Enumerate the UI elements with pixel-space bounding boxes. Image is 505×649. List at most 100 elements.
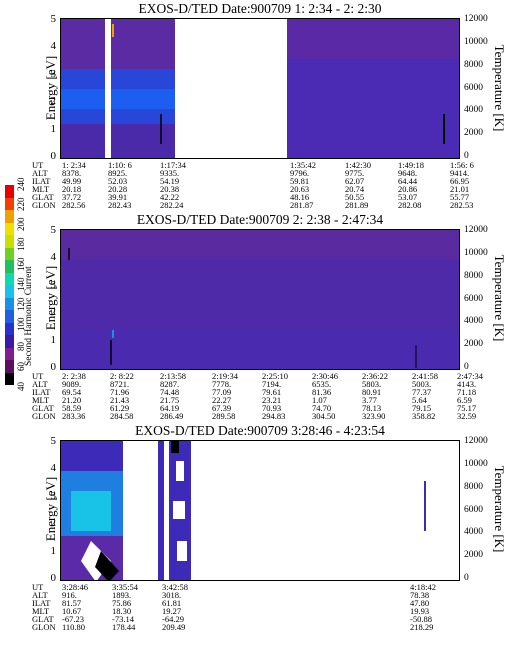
panel-2-title: EXOS-D/TED Date:900709 2: 2:38 - 2:47:34: [136, 212, 384, 227]
panel-3-cell: 81.57: [62, 598, 82, 608]
colorbar-segment: [5, 210, 14, 223]
panel-2-rtick: 2000: [464, 339, 483, 350]
panel-1-row-label: ILAT: [32, 176, 51, 186]
panel-3-rtick: 2000: [464, 550, 483, 561]
panel-3-cell: 19.93: [410, 606, 430, 616]
panel-3-cell: 1893.: [112, 590, 132, 600]
panel-3-rtick: 10000: [464, 458, 488, 469]
colorbar-segment: [5, 260, 14, 273]
panel-1-cell: 20.86: [398, 184, 418, 194]
panel-1-ytick: 2: [50, 95, 57, 108]
panel-1-cell: 281.89: [345, 200, 369, 210]
panel-3-row-label: ILAT: [32, 598, 51, 608]
colorbar-segment: [5, 285, 14, 298]
colorbar-segment: [5, 360, 14, 373]
panel-1-cell: 50.55: [345, 192, 365, 202]
panel-2-cell: 7194.: [262, 379, 282, 389]
panel-3-cell: 3018.: [162, 590, 182, 600]
panel-2-ytick: 3: [50, 278, 57, 291]
panel-2-rtick: 10000: [464, 247, 488, 258]
panel-2-spectrogram: [61, 230, 459, 369]
panel-1-cell: 64.44: [398, 176, 418, 186]
colorbar-tick-label: 240: [16, 177, 26, 192]
panel-3-rtick: 0: [464, 573, 469, 583]
colorbar-tick-label: 200: [16, 217, 26, 232]
panel-3-ylabel: Energy [eV]: [43, 476, 58, 542]
panel-2-cell: 294.83: [262, 411, 286, 421]
panel-2-cell: 21.75: [160, 395, 180, 405]
panel-1-spectrogram: [61, 19, 459, 158]
panel-2-cell: 71.18: [457, 387, 477, 397]
panel-1-cell: 55.77: [450, 192, 470, 202]
panel-3-row-label: MLT: [32, 606, 50, 616]
panel-1-cell: 48.16: [290, 192, 310, 202]
panel-3-cell: -73.14: [112, 614, 134, 624]
panel-3-cell: -67.23: [62, 614, 84, 624]
panel-2-cell: 81.36: [312, 387, 332, 397]
panel-2-ylabel: Energy [eV]: [43, 265, 58, 331]
panel-1-cell: 9335.: [160, 168, 180, 178]
panel-2-cell: 2:30:46: [312, 371, 338, 381]
panel-1-row-label: UT: [32, 160, 44, 170]
panel-1-cell: 282.24: [160, 200, 184, 210]
panel-2-cell: 5003.: [412, 379, 432, 389]
panel-3-cell: 3:28:46: [62, 582, 88, 592]
panel-2-cell: 74.48: [160, 387, 180, 397]
panel-1-ytick: 1: [50, 122, 57, 135]
panel-2-rlabel: Temperature [K]: [492, 254, 505, 342]
panel-1-plot: [60, 18, 460, 159]
panel-2-cell: 323.90: [362, 411, 386, 421]
panel-1-rtick: 12000: [464, 14, 488, 24]
panel-2-cell: 5.64: [412, 395, 427, 405]
panel-1-ytick: 3: [50, 67, 57, 80]
panel-2-row-label: ILAT: [32, 387, 51, 397]
panel-1-cell: 66.95: [450, 176, 470, 186]
panel-2-cell: 2:47:34: [457, 371, 483, 381]
colorbar-segment: [5, 185, 14, 198]
panel-2-cell: 5803.: [362, 379, 382, 389]
panel-1-ylabel: Energy [eV]: [43, 55, 58, 121]
panel-1-cell: 1:35:42: [290, 160, 316, 170]
panel-2-cell: 2:13:58: [160, 371, 186, 381]
panel-3-ytick: 5: [50, 435, 57, 447]
panel-1-cell: 42.22: [160, 192, 180, 202]
panel-1-cell: 49.99: [62, 176, 82, 186]
panel-3-ytick: 2: [50, 517, 57, 530]
panel-2-cell: 78.13: [362, 403, 382, 413]
panel-1-cell: 20.74: [345, 184, 365, 194]
panel-3-cell: 218.29: [410, 622, 434, 632]
panel-2-row-label: UT: [32, 371, 44, 381]
panel-1-row-label: GLON: [32, 200, 56, 210]
panel-3-cell: 110.80: [62, 622, 86, 632]
panel-2-cell: 64.19: [160, 403, 180, 413]
panel-2-ytick: 5: [50, 224, 57, 236]
panel-3-ytick: 4: [50, 462, 57, 475]
panel-1-cell: 282.08: [398, 200, 422, 210]
colorbar: [5, 185, 14, 385]
panel-1-cell: 62.07: [345, 176, 365, 186]
colorbar-segment: [5, 222, 14, 235]
panel-3-cell: 61.81: [162, 598, 182, 608]
panel-2-cell: 1.07: [312, 395, 327, 405]
panel-2-cell: 67.39: [212, 403, 232, 413]
panel-1-cell: 20.63: [290, 184, 310, 194]
colorbar-tick-label: 120: [16, 297, 26, 312]
panel-3-cell: 209.49: [162, 622, 186, 632]
panel-1-cell: 1: 2:34: [62, 160, 86, 170]
colorbar-segment: [5, 197, 14, 210]
panel-2-row-label: GLON: [32, 411, 56, 421]
panel-3-plot: [60, 440, 460, 581]
panel-2-cell: 8721.: [110, 379, 130, 389]
panel-1-rtick: 0: [464, 151, 469, 161]
panel-2-rtick: 8000: [464, 270, 483, 281]
panel-2-cell: 2:41:58: [412, 371, 438, 381]
panel-2-cell: 75.17: [457, 403, 477, 413]
panel-1-ytick: 0: [50, 150, 57, 162]
panel-2-cell: 8287.: [160, 379, 180, 389]
panel-1-cell: 281.87: [290, 200, 314, 210]
panel-2-cell: 77.37: [412, 387, 432, 397]
panel-3-ytick: 1: [50, 544, 57, 557]
panel-3-cell: 178.44: [112, 622, 136, 632]
colorbar-tick-label: 220: [16, 197, 26, 212]
panel-1-cell: 282.53: [450, 200, 474, 210]
